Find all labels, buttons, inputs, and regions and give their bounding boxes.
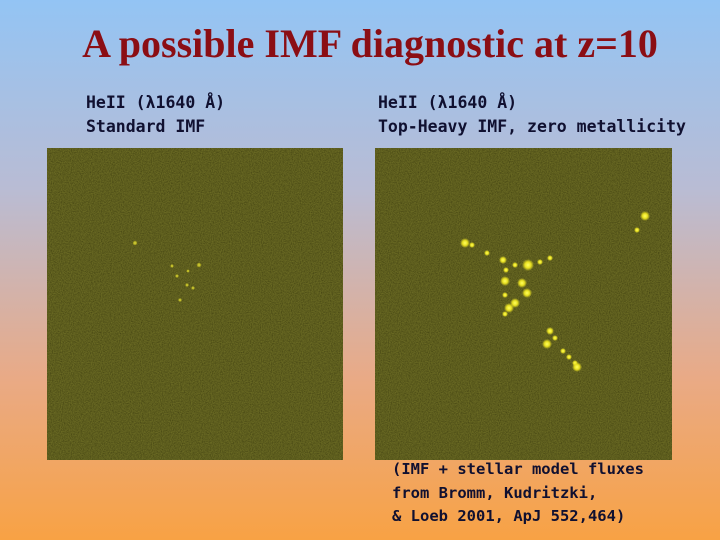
credit-note: (IMF + stellar model fluxes from Bromm, … — [392, 458, 644, 529]
bright-sources — [460, 211, 650, 372]
caption-line: Top-Heavy IMF, zero metallicity — [378, 117, 686, 136]
credit-line: from Bromm, Kudritzki, — [392, 483, 598, 502]
caption: HeII (λ1640 Å) Top-Heavy IMF, zero metal… — [378, 91, 686, 139]
caption-line: HeII (λ1640 Å) — [378, 93, 518, 112]
credit-line: (IMF + stellar model fluxes — [392, 460, 644, 478]
image-noise — [375, 148, 672, 460]
caption-line: Standard IMF — [86, 117, 206, 136]
simulation-image — [375, 148, 672, 460]
image-noise — [47, 148, 343, 460]
caption-line: HeII (λ1640 Å) — [86, 93, 226, 112]
simulation-image — [47, 148, 343, 460]
faint-sources — [132, 240, 202, 302]
credit-line: & Loeb 2001, ApJ 552,464) — [392, 507, 626, 525]
slide-title: A possible IMF diagnostic at z=10 — [82, 21, 658, 66]
caption: HeII (λ1640 Å) Standard IMF — [86, 91, 225, 139]
